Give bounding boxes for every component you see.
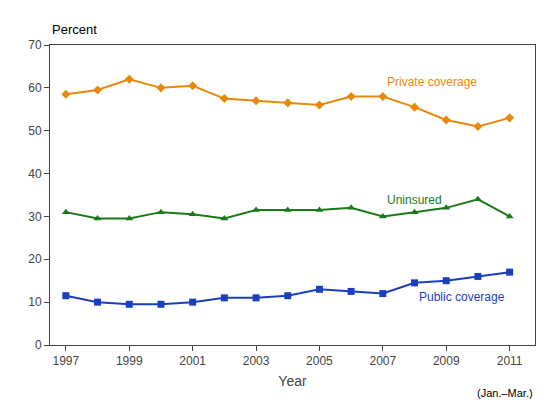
svg-text:70: 70 — [28, 38, 42, 52]
svg-text:Private coverage: Private coverage — [387, 75, 477, 89]
svg-text:Public coverage: Public coverage — [419, 290, 505, 304]
svg-text:2005: 2005 — [306, 354, 333, 368]
svg-text:2011: 2011 — [497, 354, 523, 368]
svg-text:10: 10 — [28, 295, 42, 309]
svg-text:2007: 2007 — [369, 354, 396, 368]
svg-text:Uninsured: Uninsured — [387, 193, 442, 207]
svg-text:1999: 1999 — [116, 354, 143, 368]
svg-text:20: 20 — [28, 252, 42, 266]
svg-text:2003: 2003 — [243, 354, 270, 368]
svg-text:0: 0 — [35, 338, 42, 352]
svg-text:2009: 2009 — [433, 354, 460, 368]
svg-text:Percent: Percent — [52, 22, 97, 37]
svg-text:60: 60 — [28, 81, 42, 95]
svg-text:Year: Year — [278, 373, 307, 389]
svg-text:1997: 1997 — [52, 354, 79, 368]
svg-text:2001: 2001 — [179, 354, 206, 368]
svg-text:50: 50 — [28, 124, 42, 138]
svg-text:40: 40 — [28, 167, 42, 181]
svg-text:30: 30 — [28, 210, 42, 224]
svg-text:(Jan.–Mar.): (Jan.–Mar.) — [477, 387, 533, 399]
